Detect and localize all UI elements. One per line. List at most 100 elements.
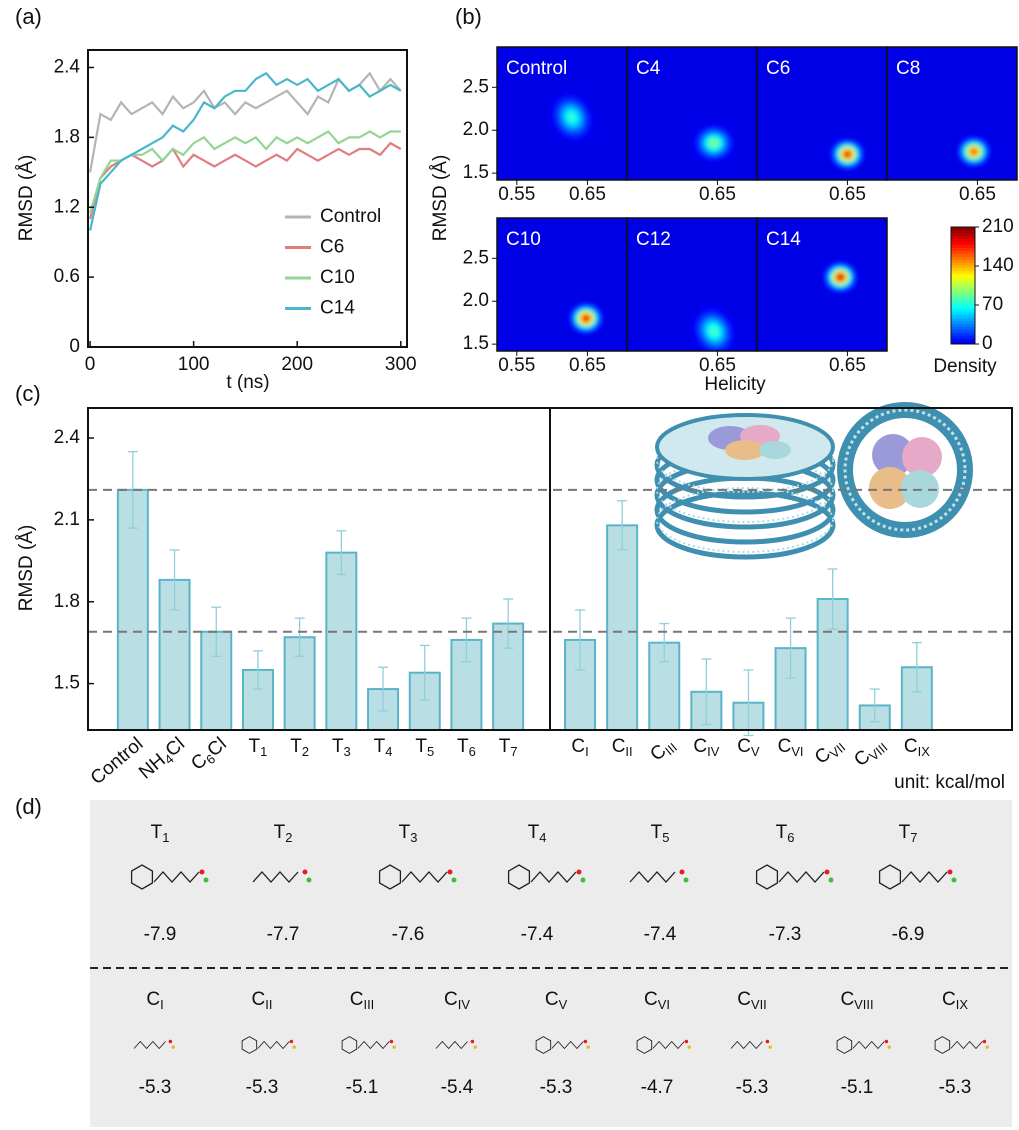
colorbar-segment bbox=[951, 288, 975, 292]
colorbar-segment bbox=[951, 238, 975, 243]
y-tick-label: 2.0 bbox=[463, 290, 489, 311]
density-contour bbox=[711, 328, 717, 334]
chain bbox=[901, 871, 948, 883]
compound-name: T1 bbox=[151, 822, 170, 845]
density-peak bbox=[829, 137, 866, 171]
colorbar-segment bbox=[951, 256, 975, 260]
binding-energy: -7.3 bbox=[769, 924, 802, 945]
x-tick-label: CVII bbox=[811, 734, 849, 771]
y-tick-label: 2.4 bbox=[54, 56, 81, 77]
colorbar-segment bbox=[951, 308, 975, 313]
compound-name: T3 bbox=[399, 822, 418, 845]
x-tick-label: 0.65 bbox=[829, 184, 866, 205]
error-bar bbox=[911, 642, 922, 693]
molecule-structure bbox=[629, 869, 689, 883]
heteroatom bbox=[884, 1039, 889, 1044]
error-bar bbox=[252, 650, 263, 690]
compound-name: CVIII bbox=[840, 989, 873, 1012]
colorbar-segment bbox=[951, 229, 975, 234]
y-tick-label: 2.0 bbox=[463, 119, 489, 140]
binding-energy: -7.7 bbox=[267, 924, 300, 945]
compound-name: CIX bbox=[942, 989, 968, 1012]
x-tick-label: CVIII bbox=[850, 734, 890, 773]
colorbar-segment bbox=[951, 244, 975, 248]
y-axis-label: RMSD (Å) bbox=[16, 155, 37, 242]
density-contour bbox=[711, 141, 717, 146]
panel-clipper bbox=[822, 260, 859, 294]
panel-label: (b) bbox=[455, 4, 482, 29]
colorbar-segment bbox=[951, 270, 975, 275]
binding-energy: -5.3 bbox=[540, 1077, 573, 1098]
colorbar-segment bbox=[951, 282, 975, 286]
colorbar-segment bbox=[951, 262, 975, 266]
legend-label: Control bbox=[320, 206, 381, 227]
colorbar-segment bbox=[951, 329, 975, 333]
molecule-structure bbox=[133, 1039, 175, 1050]
molecule-structure bbox=[878, 864, 957, 890]
ring bbox=[636, 1036, 653, 1054]
data-line bbox=[89, 130, 401, 214]
density-contour bbox=[569, 114, 575, 120]
x-tick-label: T6 bbox=[457, 736, 476, 759]
y-tick-label: 1.2 bbox=[54, 196, 80, 217]
molecule-structure bbox=[241, 1036, 296, 1054]
colorbar-segment bbox=[951, 305, 975, 310]
colorbar-segment bbox=[951, 317, 975, 322]
x-tick-label: CII bbox=[612, 736, 633, 759]
x-tick-label: 300 bbox=[385, 354, 417, 375]
colorbar-segment bbox=[951, 232, 975, 237]
molecule-structure bbox=[252, 869, 312, 883]
compound-name: T4 bbox=[528, 822, 547, 845]
colorbar-segment bbox=[951, 227, 975, 231]
y-tick-label: 2.1 bbox=[54, 509, 80, 530]
panel-background bbox=[497, 218, 627, 351]
x-tick-label: CIII bbox=[646, 734, 680, 768]
error-bar bbox=[294, 617, 305, 657]
panel-label: (c) bbox=[15, 381, 41, 406]
density-peak bbox=[955, 135, 993, 169]
heteroatom bbox=[828, 877, 834, 883]
ring bbox=[130, 864, 154, 890]
colorbar-segment bbox=[951, 265, 975, 269]
colorbar-segment bbox=[951, 276, 975, 281]
heteroatom bbox=[302, 869, 308, 875]
chain bbox=[530, 871, 577, 883]
x-tick-label: 200 bbox=[281, 354, 313, 375]
x-tick-label: 0.65 bbox=[699, 184, 736, 205]
x-tick-label: 0 bbox=[85, 354, 96, 375]
density-contour bbox=[584, 316, 588, 320]
error-bar bbox=[419, 644, 430, 701]
binding-energy: -5.3 bbox=[939, 1077, 972, 1098]
heteroatom bbox=[985, 1045, 989, 1049]
colorbar-segment bbox=[951, 250, 975, 254]
density-contour bbox=[838, 275, 843, 279]
heteroatom bbox=[576, 869, 582, 875]
x-axis-label: Helicity bbox=[704, 374, 766, 395]
panel-name: C14 bbox=[766, 229, 801, 250]
heteroatom bbox=[768, 1045, 772, 1049]
binding-energy: -6.9 bbox=[892, 924, 925, 945]
error-bar bbox=[575, 609, 586, 671]
colorbar-tick-label: 70 bbox=[982, 294, 1003, 315]
x-tick-label: 100 bbox=[178, 354, 210, 375]
error-bar bbox=[378, 666, 389, 712]
molecule-structure bbox=[130, 864, 209, 890]
x-tick-label: C6Cl bbox=[187, 734, 232, 777]
panel-name: C12 bbox=[636, 229, 671, 250]
heteroatom bbox=[168, 1039, 173, 1044]
chain bbox=[252, 871, 299, 883]
colorbar-tick-label: 140 bbox=[982, 255, 1014, 276]
y-tick-label: 2.4 bbox=[54, 427, 81, 448]
x-tick-label: CIX bbox=[904, 736, 930, 759]
error-bar bbox=[169, 549, 180, 611]
heteroatom bbox=[887, 1045, 891, 1049]
panel-frame bbox=[886, 46, 1018, 181]
colorbar-segment bbox=[951, 247, 975, 251]
molecule-structure bbox=[636, 1036, 691, 1054]
binding-energy: -7.4 bbox=[521, 924, 554, 945]
molecule-structure bbox=[378, 864, 457, 890]
colorbar-frame bbox=[950, 226, 976, 345]
heteroatom bbox=[447, 869, 453, 875]
x-tick-label: 0.55 bbox=[498, 355, 535, 376]
chain bbox=[133, 1040, 166, 1050]
